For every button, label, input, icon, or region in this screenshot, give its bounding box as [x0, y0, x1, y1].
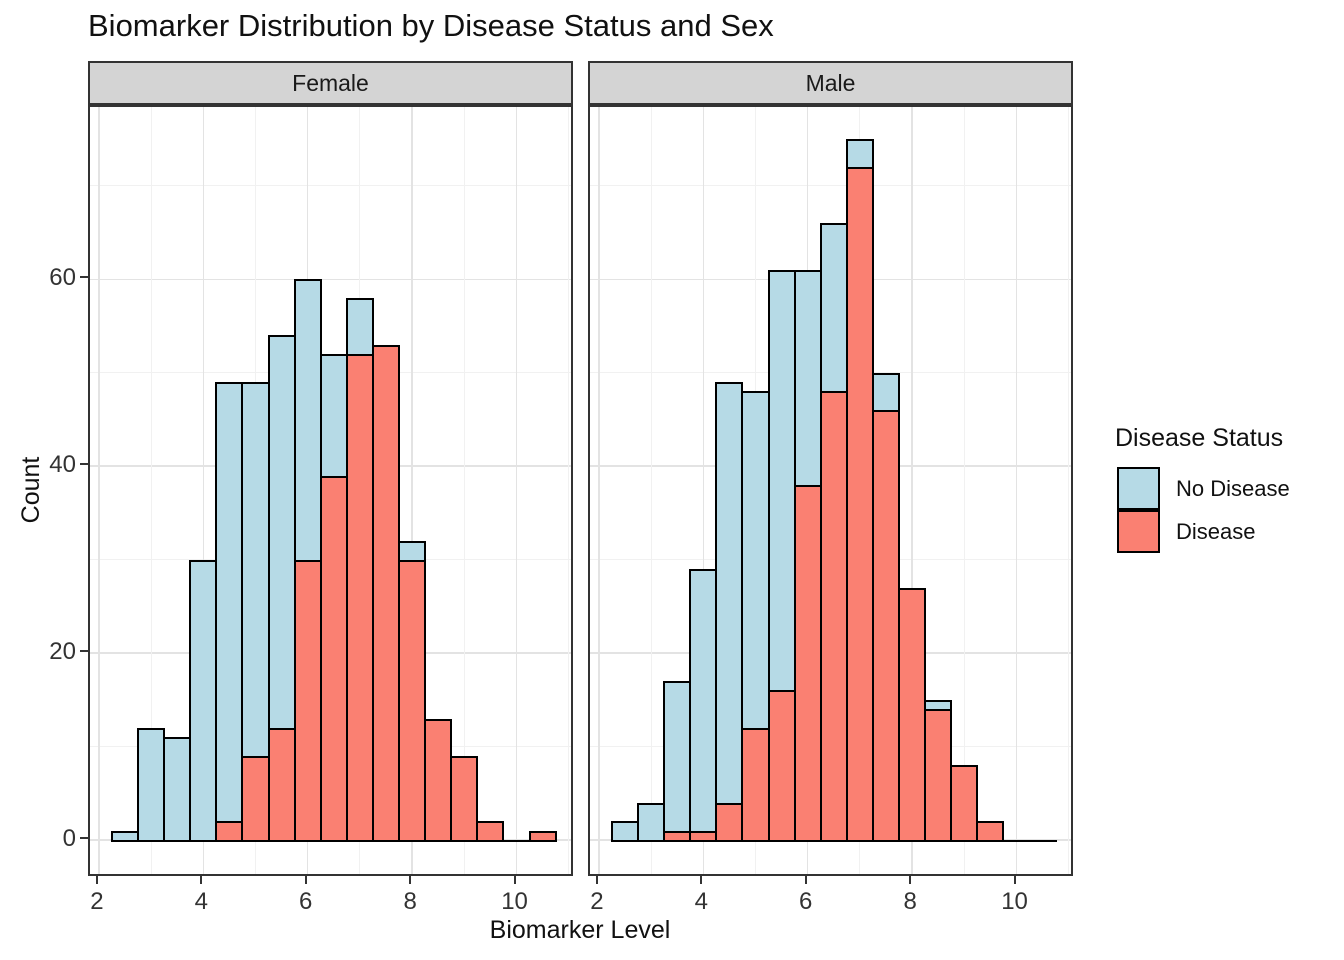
gridline-major-v [515, 107, 518, 874]
y-axis-tick-label: 20 [49, 638, 76, 666]
bar-disease [476, 821, 505, 842]
facet-strip-male: Male [588, 61, 1073, 105]
gridline-minor-v [150, 107, 152, 874]
legend-swatch-no-disease [1117, 467, 1160, 510]
bar-disease [793, 484, 822, 842]
bar-disease [215, 821, 244, 842]
gridline-major-v [598, 107, 600, 874]
bar-disease [663, 830, 692, 842]
bar-disease [319, 475, 348, 842]
bar-disease [398, 559, 427, 842]
x-axis-tick [409, 876, 412, 884]
x-axis-tick [200, 876, 203, 884]
gridline-major-h [90, 278, 571, 281]
bar-disease [528, 830, 557, 842]
legend-title: Disease Status [1115, 424, 1284, 452]
bar-no-disease [137, 727, 166, 842]
bar-no-disease [163, 737, 192, 842]
y-axis-tick-label: 60 [49, 264, 76, 292]
bar-disease [924, 709, 953, 842]
gridline-minor-v [568, 107, 570, 874]
gridline-minor-v [650, 107, 652, 874]
facet-strip-female: Female [88, 61, 573, 105]
legend-swatch-disease [1117, 510, 1160, 553]
y-axis-tick-label: 40 [49, 451, 76, 479]
bar-disease [871, 410, 901, 842]
y-axis-tick [80, 837, 88, 839]
y-axis-tick-label: 0 [62, 825, 76, 852]
bar-no-disease [189, 559, 218, 842]
gridline-major-v [202, 107, 205, 874]
y-axis-tick [80, 650, 88, 653]
x-axis-tick [513, 876, 516, 884]
bar-disease [293, 559, 322, 842]
x-axis-tick-label: 4 [694, 888, 708, 915]
panel-female [88, 105, 573, 876]
x-axis-tick-label: 6 [299, 888, 313, 915]
facet-strip-female-label: Female [292, 69, 369, 96]
gridline-major-v [411, 107, 413, 874]
bar-no-disease [110, 830, 140, 842]
x-axis-tick-label: 6 [799, 888, 813, 915]
bar-disease [267, 727, 296, 842]
bar-disease [845, 167, 874, 842]
panel-male [588, 105, 1073, 876]
x-axis-tick-label: 10 [501, 888, 528, 915]
x-axis-tick-label: 8 [403, 888, 417, 915]
bar-disease [976, 821, 1005, 842]
facet-strip-male-label: Male [805, 69, 856, 96]
bar-no-disease [215, 382, 244, 842]
y-axis-title: Count [17, 456, 45, 524]
bar-disease [950, 765, 979, 842]
chart-title: Biomarker Distribution by Disease Status… [88, 8, 774, 43]
bar-no-disease [715, 382, 744, 842]
x-axis-tick-label: 4 [194, 888, 208, 915]
x-axis-tick [595, 876, 598, 884]
bar-disease [371, 344, 401, 842]
x-axis-tick-label: 2 [590, 888, 604, 915]
bar-disease [241, 755, 270, 842]
bar-no-disease [663, 681, 692, 842]
bar-disease [741, 727, 770, 842]
gridline-minor-h [590, 185, 1071, 187]
x-axis-tick [804, 876, 807, 884]
x-axis-tick [95, 876, 98, 884]
legend-label-no-disease: No Disease [1176, 476, 1290, 501]
x-axis-tick [1013, 876, 1016, 884]
x-axis-title: Biomarker Level [489, 916, 671, 944]
x-axis-tick-label: 10 [1001, 888, 1028, 915]
gridline-minor-h [90, 185, 571, 187]
bar-disease [689, 830, 718, 842]
x-axis-tick-label: 8 [903, 888, 917, 915]
gridline-minor-v [1068, 107, 1070, 874]
x-axis-tick [304, 876, 307, 884]
bar-disease [450, 755, 479, 842]
legend-label-disease: Disease [1176, 519, 1256, 544]
y-axis-tick [80, 463, 88, 466]
bar-disease [898, 587, 927, 842]
bar-disease [819, 391, 848, 842]
bar-no-disease [637, 802, 666, 842]
bar-no-disease [689, 568, 718, 842]
bar-no-disease [610, 821, 640, 842]
gridline-minor-v [963, 107, 965, 874]
gridline-major-v [702, 107, 705, 874]
y-axis-tick [80, 276, 88, 279]
x-axis-tick [909, 876, 912, 884]
gridline-minor-v [463, 107, 465, 874]
bar-disease [767, 690, 796, 842]
gridline-major-v [98, 107, 100, 874]
x-axis-tick [700, 876, 703, 884]
x-axis-tick-label: 2 [90, 888, 104, 915]
bar-disease [715, 802, 744, 842]
bar-disease [424, 718, 453, 842]
bar-disease [345, 354, 374, 842]
gridline-major-v [911, 107, 913, 874]
gridline-major-v [1015, 107, 1018, 874]
